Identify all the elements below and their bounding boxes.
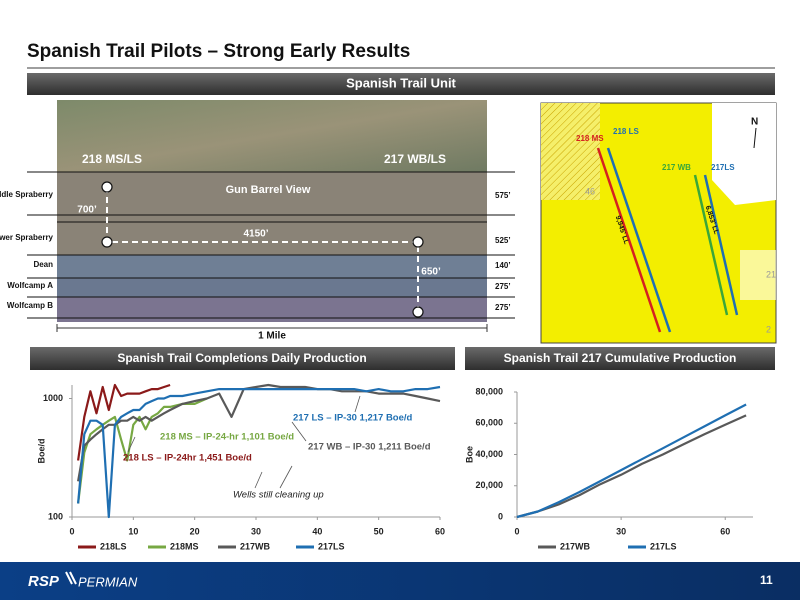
annotation-leader bbox=[354, 395, 361, 413]
north-label: N bbox=[751, 117, 758, 128]
logo-mark bbox=[65, 571, 77, 585]
lateral bbox=[606, 147, 672, 333]
layer-label: Middle Spraberry bbox=[0, 190, 54, 199]
x-tick-label: 0 bbox=[514, 526, 519, 536]
x-tick-label: 0 bbox=[69, 526, 74, 536]
legend-label: 218MS bbox=[170, 541, 199, 551]
map-label: 218 LS bbox=[613, 127, 639, 136]
series-line bbox=[77, 383, 171, 461]
panel-title: Spanish Trail Completions Daily Producti… bbox=[117, 351, 366, 365]
thickness: 140’ bbox=[495, 261, 511, 270]
layer bbox=[57, 278, 487, 297]
legend-label: 218LS bbox=[100, 541, 127, 551]
x-tick-label: 30 bbox=[251, 526, 261, 536]
lease-map: 218 MS 218 LS 217 WB 217LS 9,945’ LL 6,8… bbox=[540, 102, 777, 344]
section-title: Spanish Trail Unit bbox=[346, 75, 456, 90]
series-line bbox=[77, 397, 208, 504]
layer-label: Lower Spraberry bbox=[0, 233, 54, 242]
legend-label: 217WB bbox=[240, 541, 271, 551]
series-line bbox=[77, 385, 441, 519]
logo: PERMIAN bbox=[78, 574, 138, 589]
lateral bbox=[596, 147, 662, 333]
x-tick-label: 20 bbox=[190, 526, 200, 536]
footer-bar bbox=[0, 562, 800, 600]
y-axis-label: Boe/d bbox=[36, 438, 46, 463]
open-tract bbox=[740, 250, 776, 300]
well-label: 218 MS/LS bbox=[82, 152, 142, 166]
well-label: 217 WB/LS bbox=[384, 152, 446, 166]
annotation-leader bbox=[279, 465, 293, 489]
y-tick-label: 0 bbox=[498, 511, 503, 521]
lateral bbox=[703, 174, 739, 316]
annotation-leader bbox=[127, 436, 136, 453]
legend-label: 217WB bbox=[560, 541, 591, 551]
logo: RSP bbox=[28, 573, 60, 590]
page-number: 11 bbox=[760, 573, 773, 587]
scale-bar bbox=[56, 324, 488, 332]
y-tick-label: 40,000 bbox=[475, 449, 503, 459]
y-tick-label: 100 bbox=[48, 511, 63, 521]
section-banner bbox=[27, 73, 775, 95]
thickness: 275’ bbox=[495, 282, 511, 291]
panel-banner bbox=[465, 347, 775, 370]
thickness: 525’ bbox=[495, 236, 511, 245]
layer-label: Dean bbox=[33, 260, 53, 269]
series-line bbox=[516, 403, 747, 519]
x-tick-label: 30 bbox=[616, 526, 626, 536]
legend-label: 217LS bbox=[318, 541, 345, 551]
section-number: 46 bbox=[585, 186, 595, 196]
annotation: 218 LS – IP-24hr 1,451 Boe/d bbox=[123, 453, 252, 464]
section-number: 21 bbox=[766, 269, 776, 279]
layer-label: Wolfcamp A bbox=[7, 281, 53, 290]
hatched-tract bbox=[541, 103, 600, 200]
panel-title: Spanish Trail 217 Cumulative Production bbox=[504, 351, 737, 365]
well-points bbox=[101, 181, 424, 318]
spacing-label: 4150’ bbox=[243, 229, 268, 240]
layer bbox=[57, 255, 487, 278]
y-tick-label: 1000 bbox=[43, 393, 63, 403]
x-tick-label: 10 bbox=[128, 526, 138, 536]
spacing-label: 650’ bbox=[421, 267, 441, 278]
annotation-leader bbox=[291, 421, 307, 442]
open-tract bbox=[712, 103, 776, 205]
annotation: 217 LS – IP-30 1,217 Boe/d bbox=[293, 413, 413, 424]
x-tick-label: 50 bbox=[374, 526, 384, 536]
satellite bbox=[57, 100, 487, 172]
legend-label: 217LS bbox=[650, 541, 677, 551]
x-tick-label: 60 bbox=[435, 526, 445, 536]
map-label: 218 MS bbox=[576, 134, 604, 143]
gun-barrel-diagram: Middle Spraberry Lower Spraberry Dean Wo… bbox=[0, 100, 515, 342]
section-number: 2 bbox=[766, 324, 771, 334]
spacing-label: 700’ bbox=[77, 205, 97, 216]
layer-lines bbox=[27, 171, 515, 319]
annotation-leader bbox=[254, 471, 263, 489]
annotation: 218 MS – IP-24-hr 1,101 Boe/d bbox=[160, 432, 294, 443]
thickness: 275’ bbox=[495, 303, 511, 312]
panel-banner bbox=[30, 347, 455, 370]
annotation: Wells still cleaning up bbox=[233, 490, 324, 501]
y-tick-label: 80,000 bbox=[475, 386, 503, 396]
map-label: 217LS bbox=[711, 163, 735, 172]
view-label: Gun Barrel View bbox=[226, 184, 311, 196]
map-label: 217 WB bbox=[662, 163, 691, 172]
y-axis-label: Boe bbox=[464, 446, 474, 463]
series-line bbox=[516, 414, 747, 519]
x-tick-label: 40 bbox=[312, 526, 322, 536]
thickness: 575’ bbox=[495, 191, 511, 200]
y-tick-label: 60,000 bbox=[475, 418, 503, 428]
annotation: 217 WB – IP-30 1,211 Boe/d bbox=[308, 442, 431, 453]
x-tick-label: 60 bbox=[720, 526, 730, 536]
layer-label: Wolfcamp B bbox=[7, 301, 53, 310]
y-tick-label: 20,000 bbox=[475, 480, 503, 490]
north-arrow bbox=[753, 127, 757, 149]
well-paths bbox=[106, 187, 419, 312]
title: Spanish Trail Pilots – Strong Early Resu… bbox=[27, 41, 410, 62]
scale-label: 1 Mile bbox=[258, 331, 286, 342]
lateral bbox=[693, 174, 729, 316]
